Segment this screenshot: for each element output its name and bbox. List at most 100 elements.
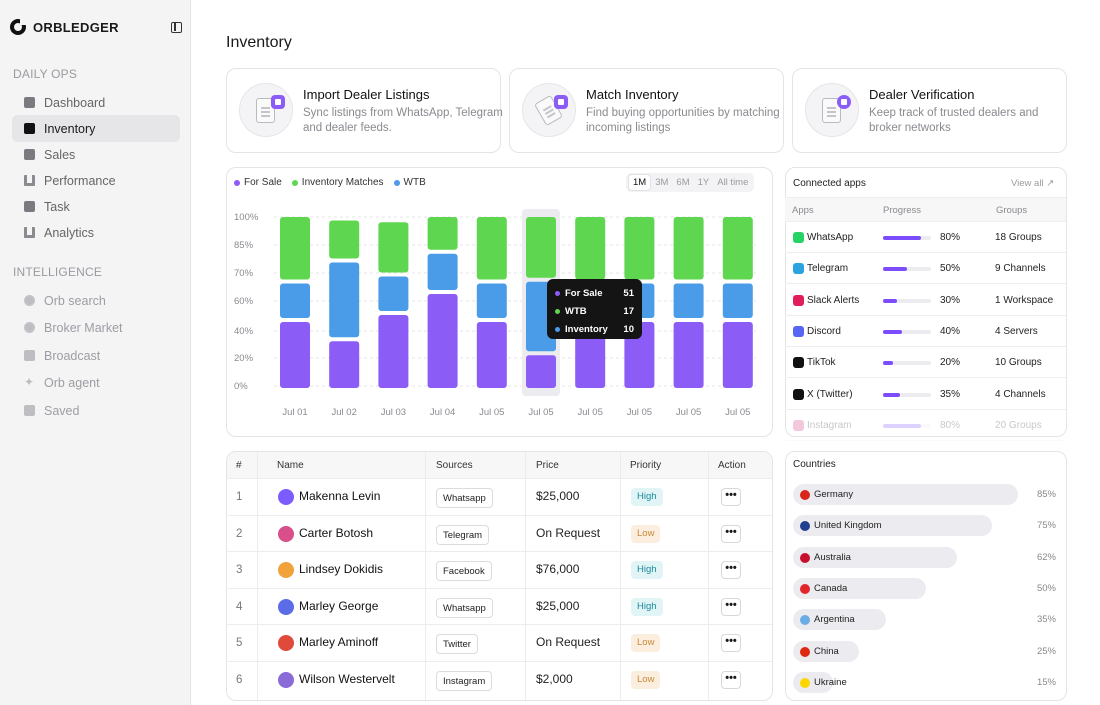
contact-name[interactable]: Marley Aminoff (299, 635, 379, 650)
more-actions-button[interactable]: ••• (721, 671, 741, 689)
feature-card-match[interactable]: Match Inventory Find buying opportunities… (509, 68, 784, 153)
sidebar-item-broadcast[interactable]: Broadcast (12, 342, 180, 369)
sidebar-item-sales[interactable]: Sales (12, 141, 180, 168)
bar-segment[interactable] (329, 341, 360, 388)
bar-segment[interactable] (476, 322, 507, 388)
feature-card-import[interactable]: Import Dealer Listings Sync listings from… (226, 68, 503, 153)
more-actions-button[interactable]: ••• (721, 597, 741, 616)
country-bar[interactable]: Australia (793, 546, 958, 568)
app-row[interactable]: TikTok 20% 10 Groups (785, 347, 1066, 379)
source-tag: Facebook (436, 561, 492, 582)
table-row[interactable]: 4 Marley George Whatsapp $25,000 High ••• (226, 587, 772, 625)
contact-name[interactable]: Lindsey Dokidis (299, 562, 384, 577)
bar-segment[interactable] (722, 217, 753, 280)
bar-segment[interactable] (329, 220, 360, 259)
time-range-selector: 1M 3M 6M 1Y All time (626, 173, 755, 192)
country-bar[interactable]: United Kingdom (793, 515, 992, 537)
range-1y[interactable]: 1Y (697, 177, 710, 188)
contact-name[interactable]: Wilson Westervelt (299, 672, 395, 686)
app-row[interactable]: WhatsApp 80% 18 Groups (785, 222, 1066, 253)
more-actions-button[interactable]: ••• (721, 561, 741, 580)
more-actions-button[interactable]: ••• (721, 488, 741, 506)
country-percent: 15% (1036, 676, 1056, 688)
more-actions-button[interactable]: ••• (721, 634, 741, 653)
bar-segment[interactable] (378, 315, 409, 388)
bar-segment[interactable] (722, 322, 753, 388)
more-actions-button[interactable]: ••• (721, 524, 741, 543)
app-icon (793, 325, 804, 337)
bar-segment[interactable] (526, 217, 556, 278)
bar-segment[interactable] (673, 322, 704, 388)
col-header-name: Name (277, 459, 304, 471)
bar-segment[interactable] (427, 253, 458, 290)
group-count: 18 Groups (995, 232, 1042, 243)
sidebar-item-performance[interactable]: Performance (12, 167, 180, 194)
source-tag: Telegram (436, 524, 490, 545)
table-row[interactable]: 6 Wilson Westervelt Instagram $2,000 Low ••• (226, 661, 772, 698)
app-row[interactable]: Discord 40% 4 Servers (785, 316, 1066, 347)
range-1m[interactable]: 1M (628, 174, 652, 191)
bar-segment[interactable] (673, 217, 704, 280)
legend-item[interactable]: For Sale (234, 177, 282, 188)
country-name: Argentina (814, 614, 855, 626)
connected-apps-header: Apps Progress Groups (785, 197, 1066, 222)
country-bar[interactable]: Germany (793, 484, 1019, 505)
view-all-link[interactable]: View all ↗ (1011, 178, 1055, 189)
sales-icon (24, 149, 35, 160)
sidebar-item-task[interactable]: Task (12, 193, 180, 220)
sidebar-item-orb-search[interactable]: Orb search (12, 287, 180, 314)
feature-card-verification[interactable]: Dealer Verification Keep track of trusted… (792, 68, 1067, 153)
sidebar-item-dashboard[interactable]: Dashboard (12, 89, 180, 116)
table-row[interactable]: 5 Marley Aminoff Twitter On Request Low ••• (226, 624, 772, 661)
price: $76,000 (536, 562, 580, 577)
app-row[interactable]: Instagram 80% 20 Groups (785, 410, 1066, 441)
bar-segment[interactable] (280, 322, 310, 388)
bar-segment[interactable] (526, 355, 556, 388)
sidebar-item-broker-market[interactable]: Broker Market (12, 314, 180, 341)
bar-segment[interactable] (476, 283, 507, 319)
progress-bar (883, 392, 931, 397)
bar-segment[interactable] (427, 294, 458, 388)
sidebar-item-inventory[interactable]: Inventory (12, 115, 180, 142)
legend-item[interactable]: Inventory Matches (291, 177, 384, 188)
contact-name[interactable]: Makenna Levin (299, 489, 381, 503)
table-row[interactable]: 3 Lindsey Dokidis Facebook $76,000 High ••• (226, 551, 772, 588)
country-name: China (814, 645, 839, 657)
sidebar-item-saved[interactable]: Saved (12, 397, 180, 424)
bar-segment[interactable] (378, 276, 409, 312)
feature-desc: Sync listings from WhatsApp, Telegram an… (303, 107, 503, 134)
bar-segment[interactable] (329, 262, 360, 338)
bar-segment[interactable] (673, 283, 704, 319)
contact-name[interactable]: Marley George (299, 598, 379, 613)
range-all-time[interactable]: All time (717, 177, 749, 188)
avatar (278, 489, 294, 505)
country-bar[interactable]: Canada (793, 577, 926, 599)
sidebar-item-orb-agent[interactable]: ✦ Orb agent (12, 369, 180, 396)
app-row[interactable]: Slack Alerts 30% 1 Workspace (785, 285, 1066, 316)
bar-segment[interactable] (624, 217, 655, 280)
bar-segment[interactable] (427, 217, 458, 250)
bar-segment[interactable] (722, 283, 753, 319)
table-row[interactable]: 1 Makenna Levin Whatsapp $25,000 High ••• (226, 478, 772, 515)
country-bar[interactable]: China (793, 640, 860, 662)
sidebar-toggle-icon[interactable] (171, 22, 182, 33)
bar-segment[interactable] (280, 283, 310, 319)
bar-segment[interactable] (280, 217, 310, 280)
column-divider (425, 452, 426, 700)
y-tick-label: 20% (234, 353, 254, 364)
app-row[interactable]: X (Twitter) 35% 4 Channels (785, 379, 1066, 410)
sidebar-item-analytics[interactable]: Analytics (12, 219, 180, 246)
legend-item[interactable]: WTB (393, 177, 426, 188)
range-3m[interactable]: 3M (655, 177, 669, 188)
range-6m[interactable]: 6M (676, 177, 690, 188)
app-row[interactable]: Telegram 50% 9 Channels (785, 253, 1066, 285)
contact-name[interactable]: Carter Botosh (299, 525, 374, 540)
bar-segment[interactable] (476, 217, 507, 280)
country-bar[interactable]: Argentina (793, 609, 886, 631)
table-row[interactable]: 2 Carter Botosh Telegram On Request Low ••• (226, 514, 772, 552)
col-header-price: Price (536, 459, 559, 471)
country-bar[interactable]: Ukraine (793, 671, 847, 693)
bar-segment[interactable] (575, 217, 606, 280)
bar-segment[interactable] (378, 222, 409, 273)
flag-icon (800, 615, 810, 626)
